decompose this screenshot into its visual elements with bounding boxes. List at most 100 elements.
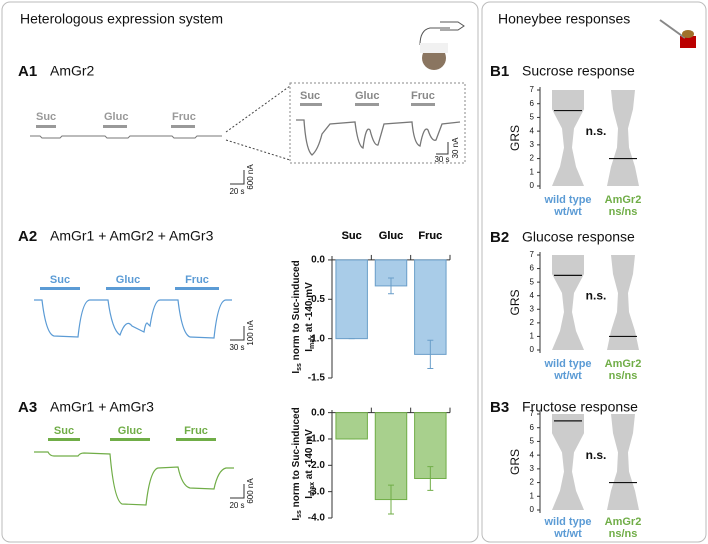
y-axis-label-part: max [309,482,316,496]
stimulus: Fruc [172,111,196,123]
stimulus: Suc [50,274,70,286]
annotation: n.s. [586,124,607,138]
construct: AmGr1 + AmGr2 + AmGr3 [50,228,214,244]
y-tick-label: 4 [530,126,535,135]
y-tick-label: -1.0 [308,333,326,344]
y-tick-label: 0 [530,505,535,514]
y-axis-label-part: I [304,496,315,499]
y-tick-label: 6 [530,423,535,432]
stim-bar [103,125,127,128]
category-sublabel: ns/ns [609,528,638,540]
y-tick-label: 7 [530,409,535,418]
category-label: Suc [342,230,362,242]
stimulus: Gluc [118,425,142,437]
y-tick-label: 5 [530,437,535,446]
y-tick-label: 3 [530,304,535,313]
bar [335,259,368,340]
stim-bar [171,125,195,128]
left-panel [1,1,479,543]
y-tick-label: 2 [530,154,535,163]
y-tick-label: -2.0 [308,460,326,471]
violin-body [552,90,584,186]
trace [34,299,232,339]
y-axis-label-part: norm to Suc-induced [291,407,302,510]
y-tick-label: 6 [530,99,535,108]
error-bar [388,484,394,515]
y-axis-label-part: norm to Suc-induced [291,260,302,363]
y-tick-label: -1.0 [308,434,326,445]
y-tick-label: 1 [530,332,535,341]
chart-title: Fructose response [522,399,638,415]
y-axis-label-part: at -140 mV [304,429,315,482]
stimulus: Fruc [411,90,435,102]
y-tick-label: 2 [530,478,535,487]
zoom-lines [225,85,291,161]
error-bar [427,339,434,370]
category-sublabel: wt/wt [553,528,582,540]
y-tick-label: 0.0 [311,255,325,266]
scale-time: 20 s [229,501,244,510]
category-label: Fruc [418,230,442,242]
right-panel [481,1,707,543]
y-tick-label: -0.5 [308,294,326,305]
y-tick-label: 0 [530,181,535,190]
trace [34,451,234,506]
annotation: n.s. [586,289,607,303]
y-axis-label-part: I [291,518,302,521]
y-tick-label: 6 [530,264,535,273]
violin-body [607,90,639,186]
category-label: Fruc [418,230,442,242]
category-sublabel: wt/wt [553,206,582,218]
y-tick-label: 0 [530,345,535,354]
category-label: AmGr2 [605,194,642,206]
stimulus: Gluc [104,111,128,123]
y-tick-label: 3 [530,140,535,149]
y-tick-label: -3.0 [308,486,326,497]
stimulus: Fruc [184,425,208,437]
y-axis-label: Imax at -140 mV [304,282,316,352]
panel-label: A1 [18,63,37,80]
scale-time: 20 s [229,187,244,196]
y-tick-label: 4 [530,450,535,459]
panel-label: B3 [490,399,509,416]
y-tick-label: 5 [530,113,535,122]
scale-time: 30 s [229,343,244,352]
y-tick-label: 7 [530,250,535,259]
violin-body [607,414,639,510]
y-tick-label: 5 [530,277,535,286]
trace [30,135,222,139]
category-label: wild type [543,358,591,370]
y-axis-label-part: ss [296,363,303,371]
annotation: n.s. [586,448,607,462]
y-axis-label: Iss norm to Suc-induced [291,260,303,373]
scale-current: 600 nA [246,164,255,190]
bar [335,412,368,440]
right-header: Honeybee responses [498,11,630,27]
bee-icon [659,19,696,48]
category-label: wild type [543,194,591,206]
inset-box [289,82,466,164]
y-axis-label-part: ss [296,510,303,518]
y-tick-label: 1 [530,167,535,176]
y-axis-label: Imax at -140 mV [304,429,316,499]
scale-bar [436,142,449,155]
error-bar [388,277,394,295]
scale-current: 600 nA [246,478,255,504]
stimulus: Gluc [116,274,140,286]
y-axis-label-part: I [291,371,302,374]
panel-label: B1 [490,63,509,80]
stimulus-bars [36,125,195,128]
y-tick-label: 0.0 [311,407,325,418]
y-axis-label-part: I [304,349,315,352]
construct: AmGr2 [50,63,95,79]
category-sublabel: ns/ns [609,370,638,382]
y-axis-label-part: max [309,335,316,349]
y-axis-label: GRS [508,289,522,315]
category-sublabel: ns/ns [609,206,638,218]
y-tick-label: 7 [530,85,535,94]
y-tick-label: 4 [530,291,535,300]
scale-bar [230,170,245,185]
panel-label: A3 [18,399,37,416]
inset-trace [296,119,461,156]
y-axis-label: GRS [508,125,522,151]
